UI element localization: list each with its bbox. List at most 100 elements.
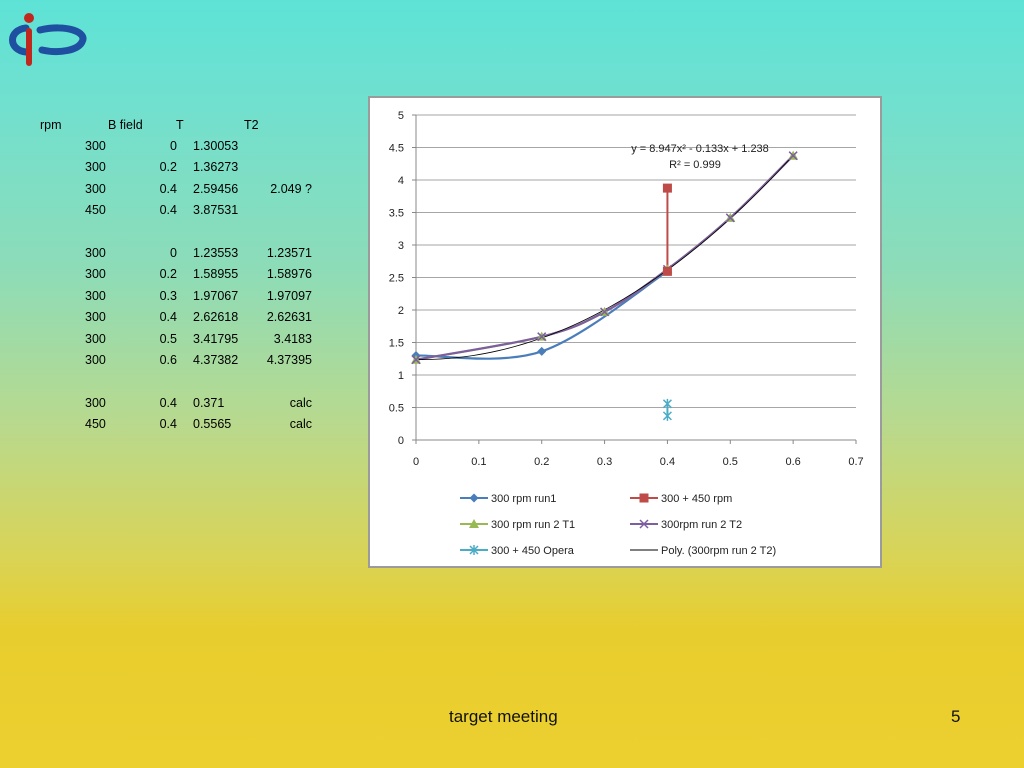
- data-point: [788, 151, 798, 161]
- y-tick-label: 4: [398, 175, 404, 187]
- legend-marker: [469, 545, 479, 555]
- legend-marker: [469, 493, 479, 503]
- logo-dot: [24, 13, 34, 23]
- table-cell-t: 0.5565: [193, 417, 232, 432]
- table-cell-rpm: 300: [85, 139, 106, 153]
- series-line: [415, 154, 794, 361]
- table-cell-rpm: 300: [85, 353, 106, 367]
- logo-arc-right: [36, 24, 87, 56]
- data-point: [537, 332, 547, 342]
- table-cell-t2: 1.58976: [266, 267, 312, 282]
- logo-icon: [9, 13, 87, 66]
- table-cell-t2: 4.37395: [266, 353, 312, 367]
- table-cell-rpm: 300: [85, 267, 106, 282]
- y-tick-label: 5: [398, 110, 404, 122]
- table-cell-t2: 3.4183: [273, 331, 312, 346]
- legend-marker: [639, 519, 649, 529]
- data-point: [600, 307, 610, 317]
- legend-label: 300rpm run 2 T2: [661, 519, 742, 531]
- table-header-t2: T2: [244, 118, 259, 132]
- legend-label: 300 + 450 rpm: [661, 493, 732, 505]
- table-cell-bfield: 0.5: [159, 331, 177, 346]
- y-tick-label: 4.5: [389, 143, 404, 155]
- table-cell-rpm: 450: [85, 203, 106, 218]
- trendline-equation: y = 8.947x² - 0.133x + 1.238: [631, 143, 769, 155]
- data-point: [411, 355, 421, 365]
- table-cell-rpm: 300: [85, 395, 106, 410]
- y-tick-label: 3: [398, 240, 404, 252]
- table-cell-bfield: 0.4: [159, 310, 177, 325]
- slide-number: 5: [951, 707, 961, 726]
- legend: 300 rpm run1 300 + 450 rpm 300 rpm run 2 T…: [460, 493, 776, 557]
- table-cell-t: 4.37382: [193, 353, 239, 367]
- series-line: [415, 270, 669, 360]
- footer-text: target meeting: [449, 707, 558, 726]
- table-header-bfield: B field: [108, 118, 143, 132]
- trendline-r2: R² = 0.999: [669, 159, 721, 171]
- table-cell-t: 2.62618: [193, 310, 239, 325]
- data-point: [662, 410, 672, 421]
- chart-svg: 0 0.5 1 1.5 2 2.5 3 3.5 4 4.5 5 0 0.1 0.2 0.3 0.4 0.5 0.6…: [389, 110, 864, 557]
- x-tick-label: 0.6: [785, 456, 800, 468]
- data-point: [662, 183, 672, 193]
- series-line: [415, 154, 794, 361]
- table-header-t: T: [176, 118, 184, 132]
- legend-item: 300 rpm run1: [460, 493, 556, 505]
- legend-label: Poly. (300rpm run 2 T2): [661, 545, 776, 557]
- y-tick-label: 2: [398, 305, 404, 317]
- chart-area: 0 0.5 1 1.5 2 2.5 3 3.5 4 4.5 5 0 0.1 0.2 0.3 0.4 0.5 0.6…: [368, 96, 882, 568]
- table-cell-t2: 1.97097: [266, 288, 312, 303]
- table-cell-t2: 1.23571: [266, 246, 312, 260]
- x-tick-label: 0.4: [660, 456, 675, 468]
- legend-item: 300rpm run 2 T2: [630, 519, 742, 531]
- data-point: [537, 346, 547, 356]
- legend-label: 300 rpm run1: [491, 493, 556, 505]
- table-cell-bfield: 0.4: [159, 417, 177, 432]
- table-cell-bfield: 0.4: [159, 395, 177, 410]
- x-tick-label: 0.2: [534, 456, 549, 468]
- table-cell-bfield: 0.4: [159, 181, 177, 196]
- table-cell-t: 3.87531: [193, 203, 239, 218]
- table-cell-t2: 2.62631: [266, 310, 312, 325]
- table-cell-t: 1.36273: [193, 160, 239, 175]
- x-tick-label: 0.7: [848, 456, 863, 468]
- table-cell-t: 1.23553: [193, 246, 239, 260]
- table-cell-bfield: 0: [170, 139, 177, 153]
- legend-item: Poly. (300rpm run 2 T2): [630, 545, 776, 557]
- table-cell-rpm: 450: [85, 417, 106, 432]
- table-cell-rpm: 300: [85, 310, 106, 325]
- table-cell-t2: 2.049 ?: [270, 181, 312, 196]
- y-tick-label: 2.5: [389, 273, 404, 285]
- trendline: [415, 155, 794, 360]
- logo-stem: [26, 28, 32, 66]
- table-cell-rpm: 300: [85, 181, 106, 196]
- y-tick-label: 1: [398, 370, 404, 382]
- x-tick-label: 0.5: [723, 456, 738, 468]
- table-cell-bfield: 0.3: [159, 288, 177, 303]
- legend-label: 300 rpm run 2 T1: [491, 519, 575, 531]
- table-cell-t: 0.371: [193, 395, 225, 410]
- data-point: [662, 398, 672, 409]
- table-cell-rpm: 300: [85, 160, 106, 175]
- y-tick-label: 0.5: [389, 403, 404, 415]
- table-cell-t: 1.97067: [193, 288, 239, 303]
- table-cell-bfield: 0.2: [159, 267, 177, 282]
- legend-marker: [639, 493, 649, 503]
- data-table: rpm B field T T2 300 0 1.30053 300 0.2 1.3627…: [0, 0, 360, 450]
- logo-arc-left: [9, 24, 30, 56]
- plot-series: [411, 150, 799, 421]
- x-tick-label: 0: [413, 456, 419, 468]
- legend-marker: [469, 519, 479, 528]
- table-cell-t: 1.58955: [193, 267, 239, 282]
- table-cell-t2: calc: [289, 395, 312, 410]
- table-cell-bfield: 0: [170, 246, 177, 260]
- legend-item: 300 + 450 rpm: [630, 493, 732, 505]
- table-cell-t: 1.30053: [193, 139, 239, 153]
- y-tick-label: 0: [398, 435, 404, 447]
- data-point: [725, 213, 735, 223]
- table-cell-bfield: 0.4: [159, 203, 177, 218]
- table-cell-t: 3.41795: [193, 331, 239, 346]
- data-point: [662, 266, 672, 276]
- table-cell-rpm: 300: [85, 288, 106, 303]
- legend-item: 300 + 450 Opera: [460, 545, 575, 557]
